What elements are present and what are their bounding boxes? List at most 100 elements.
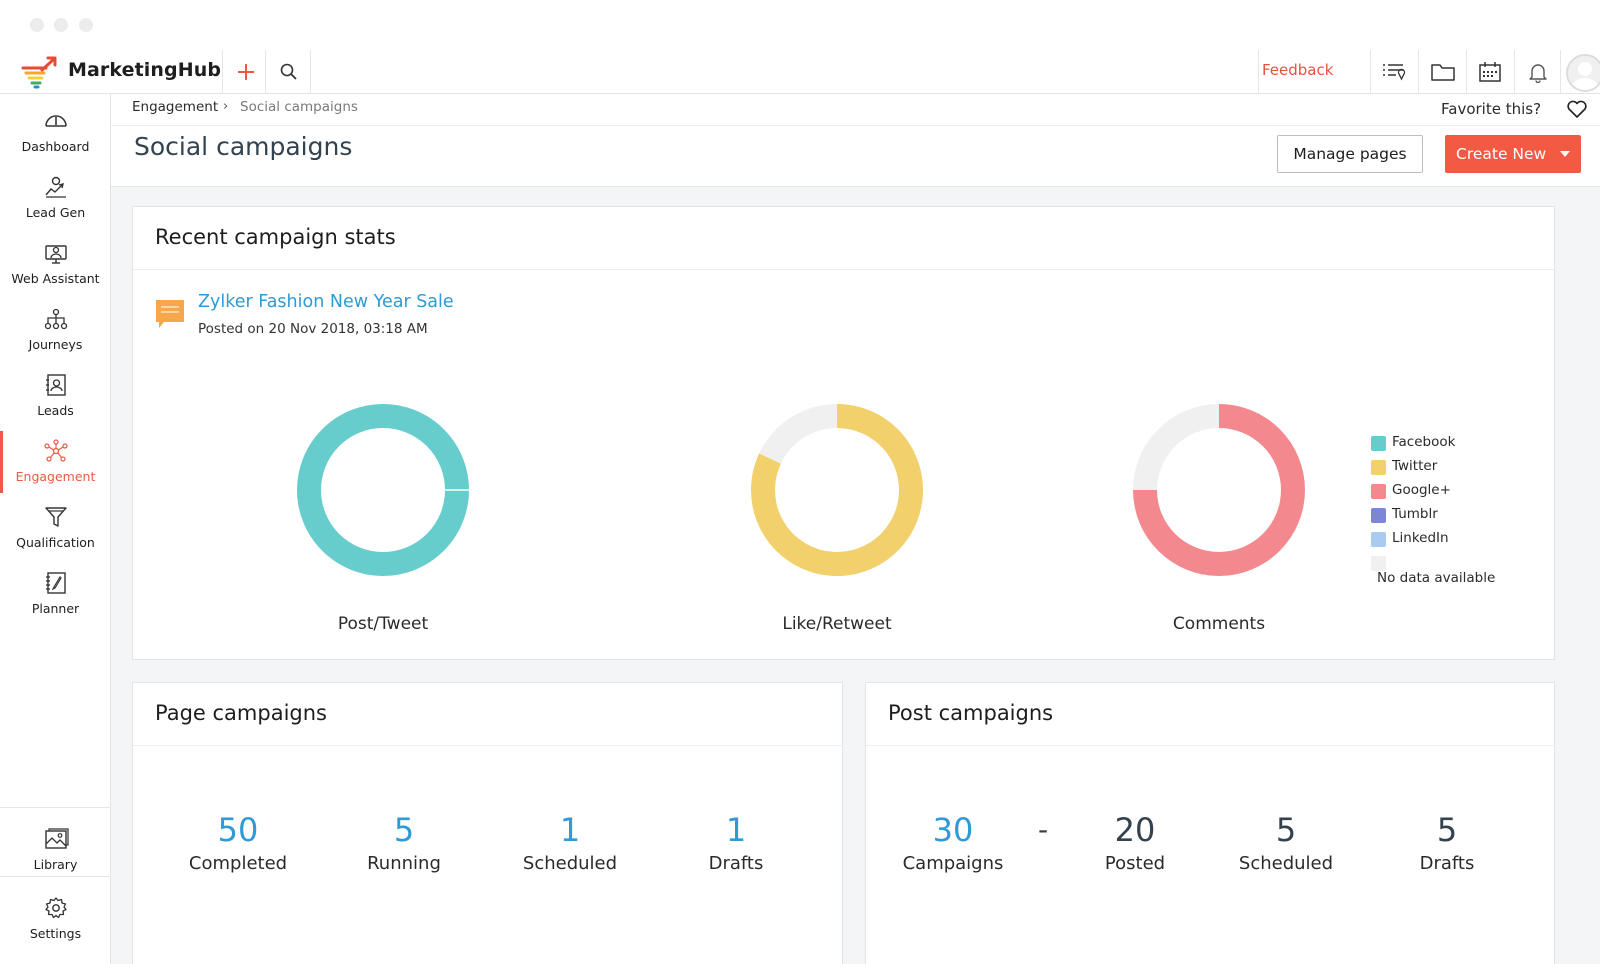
comment-icon bbox=[156, 300, 184, 328]
legend-label: Tumblr bbox=[1392, 506, 1438, 522]
sidebar-item-label: Journeys bbox=[28, 337, 83, 352]
task-list-icon[interactable] bbox=[1381, 60, 1407, 84]
divider bbox=[1258, 50, 1259, 94]
user-avatar[interactable] bbox=[1566, 54, 1600, 92]
stat-posted[interactable]: 20 Posted bbox=[1060, 811, 1210, 874]
caret-down-icon[interactable] bbox=[1560, 151, 1570, 157]
breadcrumb-parent[interactable]: Engagement bbox=[132, 99, 219, 115]
divider bbox=[1560, 50, 1561, 94]
heart-icon[interactable] bbox=[1566, 98, 1588, 120]
divider bbox=[133, 745, 842, 746]
stat-value: 20 bbox=[1114, 811, 1156, 849]
sidebar: Dashboard Lead Gen Web Assistant Journey… bbox=[0, 94, 111, 964]
divider bbox=[310, 50, 311, 94]
donut-slice-empty[interactable] bbox=[759, 404, 837, 464]
create-new-label: Create New bbox=[1456, 145, 1547, 163]
stat-label: Completed bbox=[188, 853, 288, 874]
sidebar-item-label: Engagement bbox=[15, 469, 96, 484]
stat-value: 50 bbox=[217, 811, 259, 849]
no-data-label: No data available bbox=[1377, 570, 1496, 586]
like-retweet-label: Like/Retweet bbox=[782, 614, 892, 634]
divider bbox=[111, 125, 1600, 126]
create-new-button[interactable]: Create New bbox=[1445, 135, 1581, 173]
page-header: Engagement › Social campaigns Favorite t… bbox=[111, 94, 1600, 187]
gear-icon bbox=[45, 897, 67, 919]
app-name: MarketingHub bbox=[68, 59, 222, 81]
search-icon[interactable] bbox=[276, 60, 302, 84]
card-title: Page campaigns bbox=[155, 701, 327, 725]
comments-label: Comments bbox=[1172, 614, 1266, 634]
favorite-label: Favorite this? bbox=[1441, 100, 1542, 118]
sidebar-item-leads[interactable]: Leads bbox=[0, 363, 111, 429]
sidebar-item-label: Dashboard bbox=[21, 139, 90, 154]
sidebar-item-lead-gen[interactable]: Lead Gen bbox=[0, 165, 111, 231]
stat-completed[interactable]: 50 Completed bbox=[163, 811, 313, 874]
sidebar-item-dashboard[interactable]: Dashboard bbox=[0, 99, 111, 165]
stat-label: Drafts bbox=[708, 853, 764, 874]
manage-pages-button[interactable]: Manage pages bbox=[1277, 135, 1423, 173]
folder-icon[interactable] bbox=[1430, 60, 1456, 84]
sidebar-item-settings[interactable]: Settings bbox=[0, 886, 111, 952]
campaign-posted-date: Posted on 20 Nov 2018, 03:18 AM bbox=[198, 321, 428, 337]
stat-value: 1 bbox=[559, 811, 581, 849]
window-close-dot[interactable] bbox=[30, 18, 44, 32]
feedback-link[interactable]: Feedback bbox=[1262, 61, 1334, 79]
stat-campaigns[interactable]: 30 Campaigns bbox=[878, 811, 1028, 874]
sidebar-item-qualification[interactable]: Qualification bbox=[0, 495, 111, 561]
sidebar-item-label: Qualification bbox=[16, 535, 95, 550]
divider bbox=[265, 50, 266, 94]
legend-label: Facebook bbox=[1392, 434, 1456, 450]
lead-gen-icon bbox=[45, 176, 66, 198]
breadcrumb-current: Social campaigns bbox=[240, 99, 358, 115]
divider bbox=[1514, 50, 1515, 94]
sidebar-item-label: Settings bbox=[29, 926, 82, 941]
stat-drafts[interactable]: 1 Drafts bbox=[661, 811, 811, 874]
legend-swatch-no-data bbox=[1371, 556, 1386, 571]
legend-label: Twitter bbox=[1392, 458, 1438, 474]
stat-label: Scheduled bbox=[1238, 853, 1334, 874]
sidebar-item-journeys[interactable]: Journeys bbox=[0, 297, 111, 363]
journeys-icon bbox=[44, 308, 68, 330]
stat-separator: - bbox=[1038, 813, 1049, 846]
sidebar-item-label: Web Assistant bbox=[11, 271, 100, 286]
stat-drafts[interactable]: 5 Drafts bbox=[1372, 811, 1522, 874]
sidebar-item-label: Leads bbox=[37, 403, 74, 418]
funnel-icon bbox=[45, 507, 67, 527]
add-icon[interactable] bbox=[233, 60, 259, 84]
sidebar-item-library[interactable]: Library bbox=[0, 817, 111, 883]
divider bbox=[133, 269, 1554, 270]
bell-icon[interactable] bbox=[1525, 60, 1551, 84]
sidebar-item-web-assistant[interactable]: Web Assistant bbox=[0, 231, 111, 297]
stat-running[interactable]: 5 Running bbox=[329, 811, 479, 874]
divider bbox=[1370, 50, 1371, 94]
sidebar-item-planner[interactable]: Planner bbox=[0, 561, 111, 627]
donut-slice-empty[interactable] bbox=[1133, 404, 1219, 490]
donut-slice-facebook[interactable] bbox=[297, 404, 469, 576]
stat-value: 1 bbox=[725, 811, 747, 849]
window-chrome bbox=[0, 0, 1600, 50]
stat-scheduled[interactable]: 5 Scheduled bbox=[1211, 811, 1361, 874]
legend-swatch bbox=[1371, 484, 1386, 499]
campaign-name-link[interactable]: Zylker Fashion New Year Sale bbox=[198, 292, 454, 312]
window-minimize-dot[interactable] bbox=[54, 18, 68, 32]
stat-label: Posted bbox=[1104, 853, 1166, 874]
web-assistant-icon bbox=[45, 245, 67, 264]
window-maximize-dot[interactable] bbox=[79, 18, 93, 32]
sidebar-item-label: Planner bbox=[31, 601, 80, 616]
stat-scheduled[interactable]: 1 Scheduled bbox=[495, 811, 645, 874]
stat-label: Campaigns bbox=[902, 853, 1004, 874]
post-tweet-donut bbox=[297, 404, 469, 576]
marketinghub-logo[interactable] bbox=[20, 54, 60, 90]
stat-value: 5 bbox=[1436, 811, 1458, 849]
legend-swatch bbox=[1371, 508, 1386, 523]
page-campaigns-card: Page campaigns 50 Completed 5 Running 1 Sch… bbox=[132, 682, 843, 964]
planner-icon bbox=[46, 572, 66, 594]
calendar-icon[interactable] bbox=[1477, 60, 1503, 84]
divider bbox=[0, 876, 111, 877]
sidebar-item-engagement[interactable]: Engagement bbox=[0, 429, 111, 495]
sidebar-item-label: Library bbox=[33, 857, 78, 872]
card-title: Recent campaign stats bbox=[155, 225, 396, 249]
stat-value: 5 bbox=[393, 811, 415, 849]
stat-value: 5 bbox=[1275, 811, 1297, 849]
library-icon bbox=[45, 828, 69, 849]
